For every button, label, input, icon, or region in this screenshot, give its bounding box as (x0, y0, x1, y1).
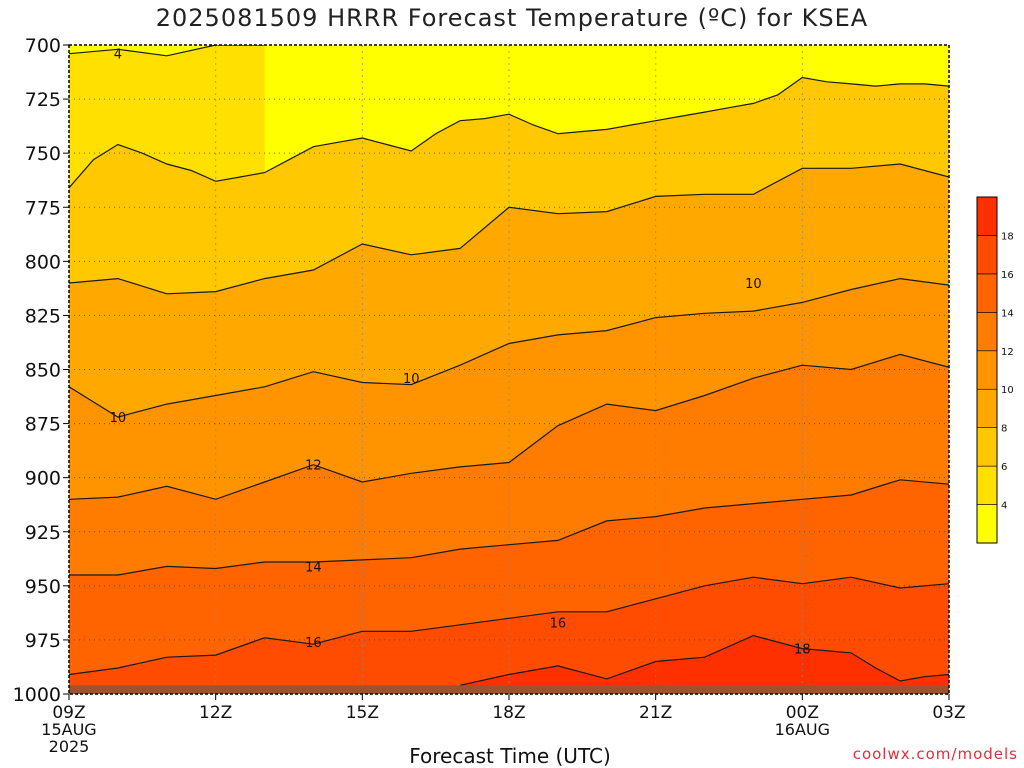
contour-label: 10 (403, 372, 420, 387)
colorbar-segment (976, 273, 998, 313)
colorbar-label: 10 (1001, 385, 1014, 396)
x-tick-label: 12Z (199, 703, 232, 723)
x-tick-label: 15Z (346, 703, 379, 723)
y-tick-label: 975 (25, 630, 61, 652)
contour-label: 4 (114, 48, 122, 63)
contour-label-text: 14 (305, 560, 322, 575)
y-tick-label: 950 (25, 576, 61, 598)
x-tick-label: 09Z (52, 703, 85, 723)
colorbar-label: 16 (1001, 270, 1014, 281)
y-tick-label: 700 (25, 35, 61, 57)
contour-label-text: 18 (794, 643, 811, 658)
ground-strip (69, 685, 949, 694)
contour-label-text: 10 (110, 411, 127, 426)
contour-line (69, 479, 949, 576)
chart-title: 2025081509 HRRR Forecast Temperature (ºC… (155, 4, 869, 32)
y-tick-label: 1000 (13, 684, 61, 706)
contour-label: 16 (550, 617, 567, 632)
contour-label: 16 (305, 636, 322, 651)
contour-line (69, 353, 949, 500)
contour-label-text: 16 (305, 636, 322, 651)
x-tick-label: 21Z (639, 703, 672, 723)
x-tick-sublabel: 16AUG (775, 720, 830, 739)
contour-line (69, 163, 949, 295)
y-tick-label: 775 (25, 197, 61, 219)
colorbar-label: 8 (1001, 424, 1007, 435)
plot-area: 4 10 10 10 12 14 16 16 18 (69, 45, 949, 694)
contour-line (459, 634, 949, 686)
contour-label: 10 (110, 411, 127, 426)
contour-line (69, 45, 265, 57)
colorbar-label: 6 (1001, 462, 1007, 473)
colorbar-label: 12 (1001, 347, 1014, 358)
contour-label: 10 (745, 277, 762, 292)
contour-label: 14 (305, 560, 322, 575)
y-tick-label: 900 (25, 468, 61, 490)
plot-border (68, 44, 950, 695)
band-fill (460, 635, 949, 694)
contour-label-text: 10 (745, 277, 762, 292)
colorbar-segment (976, 196, 998, 236)
colorbar-segment (976, 504, 998, 544)
colorbar-segment (976, 235, 998, 275)
x-tick-label: 18Z (492, 703, 525, 723)
x-tick-sublabel: 2025 (49, 737, 90, 756)
y-tick-label: 925 (25, 522, 61, 544)
y-tick-label: 800 (25, 251, 61, 273)
x-tick-label: 03Z (932, 703, 965, 723)
contour-label-text: 16 (550, 617, 567, 632)
colorbar-segment (976, 350, 998, 390)
contour-label: 12 (305, 459, 322, 474)
y-tick-label: 750 (25, 143, 61, 165)
contour-label-text: 10 (403, 372, 420, 387)
y-tick-label: 875 (25, 414, 61, 436)
site-credit: coolwx.com/models (852, 745, 1018, 763)
colorbar-segment (976, 465, 998, 505)
colorbar-label: 18 (1001, 231, 1014, 242)
contour-label-text: 4 (114, 48, 122, 63)
x-tick-label: 00Z (786, 703, 819, 723)
y-tick-label: 850 (25, 360, 61, 382)
contour-label-text: 12 (305, 459, 322, 474)
y-tick-label: 825 (25, 305, 61, 327)
contour-line (69, 76, 949, 189)
colorbar-label: 14 (1001, 308, 1014, 319)
contour-line (69, 576, 949, 676)
colorbar-segment (976, 427, 998, 467)
colorbar-segment (976, 388, 998, 428)
colorbar-segment (976, 312, 998, 352)
colorbar-label: 4 (1001, 501, 1007, 512)
x-axis-label: Forecast Time (UTC) (409, 744, 611, 768)
contour-line (69, 277, 949, 418)
x-tick-sublabel: 15AUG (41, 720, 96, 739)
grid (69, 45, 949, 694)
y-tick-label: 725 (25, 89, 61, 111)
colorbar-frame (976, 196, 998, 544)
contour-label: 18 (794, 643, 811, 658)
